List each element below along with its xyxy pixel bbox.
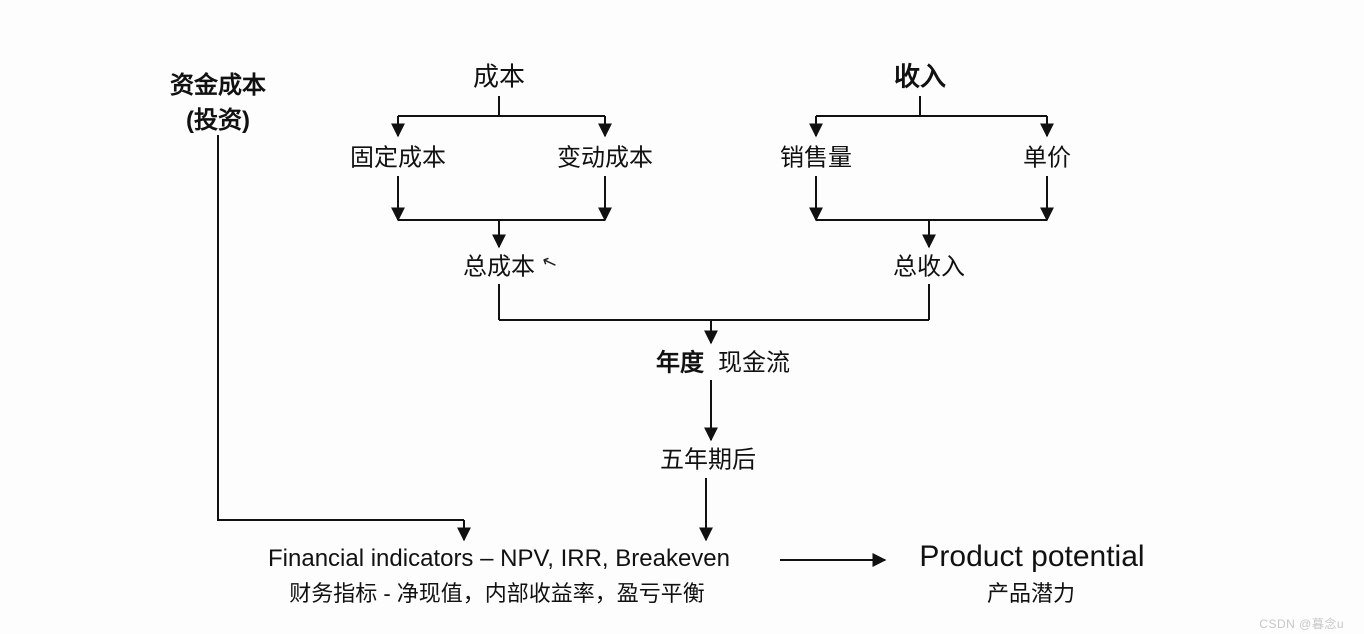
watermark: CSDN @暮念u [1259,615,1344,632]
node-product_pot_en: Product potential [919,540,1144,574]
node-fin_ind_zh: 财务指标 - 净现值，内部收益率，盈亏平衡 [289,576,705,608]
node-product_pot_zh: 产品潜力 [987,576,1075,608]
node-fixed_cost: 固定成本 [350,138,446,173]
node-cost: 成本 [473,57,525,94]
node-total_income: 总收入 [893,247,965,282]
node-total_cost: 总成本 [463,247,535,282]
node-capital_cost: 资金成本(投资) [170,65,266,135]
node-annual_cf_t: 现金流 [718,343,790,378]
node-income: 收入 [894,57,946,94]
node-unit_price: 单价 [1023,138,1071,173]
node-sales_volume: 销售量 [780,138,852,173]
node-five_years: 五年期后 [660,440,756,475]
capital-to-fin-line [218,135,464,520]
mouse-cursor: ↖ [539,250,560,275]
node-annual_cf_b: 年度 [656,343,704,378]
node-variable_cost: 变动成本 [557,138,653,173]
node-fin_ind_en: Financial indicators – NPV, IRR, Breakev… [268,545,730,573]
